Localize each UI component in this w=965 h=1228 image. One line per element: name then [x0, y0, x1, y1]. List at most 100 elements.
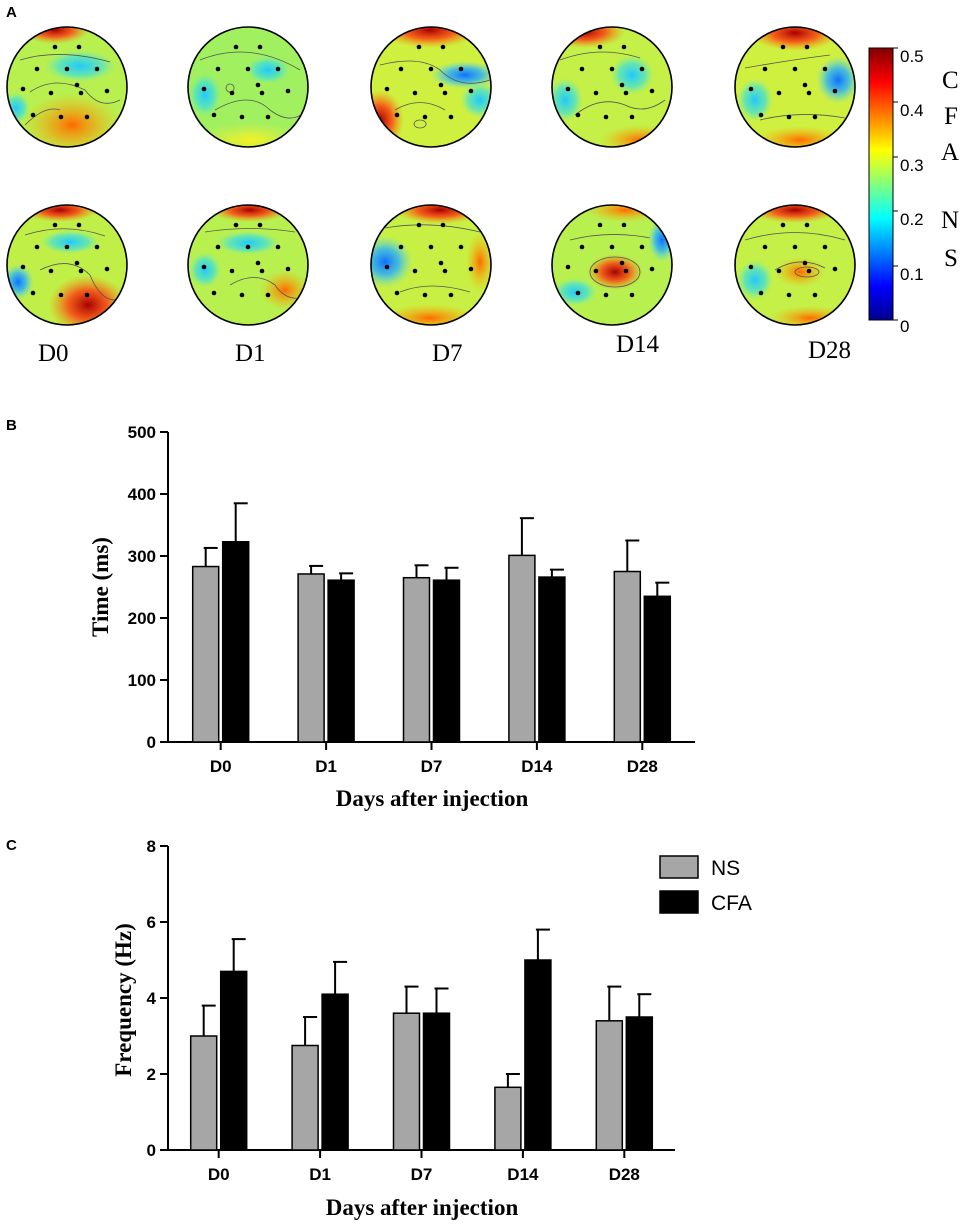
x-tick-label: D1 — [309, 1165, 331, 1184]
electrode-dot — [215, 244, 221, 250]
day-label-d1: D1 — [235, 340, 266, 367]
electrode-dot — [623, 268, 629, 274]
electrode-dot — [245, 244, 251, 250]
colorbar-ns-letter: S — [944, 245, 958, 272]
colorbar-cfa-letter: C — [942, 67, 959, 94]
electrode-dot — [832, 88, 838, 94]
electrode-dot — [20, 86, 26, 92]
electrode-dot — [275, 244, 281, 250]
electrode-dot — [748, 86, 754, 92]
topo-map-cfa-d0 — [7, 27, 127, 147]
electrode-dot — [104, 266, 110, 272]
electrode-dot — [412, 268, 418, 274]
electrode-dot — [786, 114, 792, 120]
electrode-dot — [76, 222, 82, 228]
electrode-dot — [609, 66, 615, 72]
electrode-dot — [621, 44, 627, 50]
colorbar-tick-label: 0.5 — [900, 47, 924, 66]
legend-swatch-cfa — [659, 890, 699, 914]
electrode-dot — [30, 112, 36, 118]
electrode-dot — [233, 222, 239, 228]
electrode-dot — [619, 260, 625, 266]
bar-ns-d28 — [613, 570, 642, 743]
electrode-dot — [20, 264, 26, 270]
electrode-dot — [575, 112, 581, 118]
electrode-dot — [384, 86, 390, 92]
electrode-dot — [30, 290, 36, 296]
electrode-dot — [780, 222, 786, 228]
x-tick-label: D0 — [208, 1165, 230, 1184]
y-tick-label: 4 — [147, 989, 157, 1008]
y-tick-label: 200 — [128, 609, 156, 628]
topo-map-ns-d7 — [371, 205, 491, 325]
electrode-dot — [442, 268, 448, 274]
electrode-dot — [804, 222, 810, 228]
electrode-dot — [428, 66, 434, 72]
x-tick-label: D14 — [521, 757, 553, 776]
electrode-dot — [776, 90, 782, 96]
head-outline — [187, 26, 309, 148]
x-tick-label: D1 — [315, 757, 337, 776]
chart-b-y-axis-title: Time (ms) — [88, 537, 113, 637]
legend-swatch-ns — [659, 855, 699, 879]
head-outline — [370, 26, 492, 148]
chart-c-y-axis-title: Frequency (Hz) — [111, 923, 136, 1077]
day-label-d0: D0 — [38, 340, 69, 367]
electrode-dot — [52, 44, 58, 50]
electrode-dot — [64, 66, 70, 72]
electrode-dot — [394, 112, 400, 118]
electrode-dot — [440, 44, 446, 50]
electrode-dot — [786, 292, 792, 298]
electrode-dot — [422, 292, 428, 298]
electrode-dot — [448, 114, 454, 120]
y-tick-label: 8 — [147, 837, 156, 856]
electrode-dot — [762, 244, 768, 250]
topo-map-ns-d0 — [7, 205, 127, 325]
colorbar-ns-letter: N — [941, 207, 959, 234]
electrode-dot — [623, 90, 629, 96]
electrode-dot — [201, 86, 207, 92]
electrode-dot — [257, 222, 263, 228]
colorbar-cfa-letter: A — [941, 139, 959, 166]
electrode-dot — [639, 66, 645, 72]
electrode-dot — [245, 66, 251, 72]
bar-cfa-d7 — [422, 1012, 451, 1151]
electrode-dot — [458, 244, 464, 250]
electrode-dot — [597, 222, 603, 228]
electrode-dot — [398, 244, 404, 250]
electrode-dot — [255, 82, 261, 88]
y-tick-label: 100 — [128, 671, 156, 690]
electrode-dot — [233, 44, 239, 50]
bar-ns-d14 — [494, 1086, 522, 1151]
electrode-dot — [74, 260, 80, 266]
head-outline — [734, 26, 856, 148]
electrode-dot — [442, 90, 448, 96]
bar-ns-d7 — [402, 576, 431, 743]
electrode-dot — [412, 90, 418, 96]
electrode-dot — [34, 244, 40, 250]
electrode-dot — [78, 268, 84, 274]
electrode-dot — [48, 268, 54, 274]
y-tick-label: 2 — [147, 1065, 156, 1084]
electrode-dot — [229, 268, 235, 274]
electrode-dot — [416, 222, 422, 228]
bar-cfa-d28 — [625, 1016, 654, 1151]
electrode-dot — [565, 86, 571, 92]
x-tick-label: D7 — [411, 1165, 433, 1184]
electrode-dot — [211, 112, 217, 118]
head-outline — [551, 26, 673, 148]
electrode-dot — [416, 44, 422, 50]
topo-map-cfa-d28 — [735, 27, 855, 147]
y-tick-label: 6 — [147, 913, 156, 932]
chart-c-x-axis-title: Days after injection — [326, 1195, 519, 1220]
electrode-dot — [609, 244, 615, 250]
electrode-dot — [776, 268, 782, 274]
electrode-dot — [597, 44, 603, 50]
topo-map-cfa-d7 — [371, 27, 491, 147]
topo-map-ns-d14 — [552, 205, 672, 325]
electrode-dot — [629, 292, 635, 298]
electrode-dot — [78, 90, 84, 96]
bar-cfa-d1 — [321, 993, 349, 1151]
electrode-dot — [780, 44, 786, 50]
